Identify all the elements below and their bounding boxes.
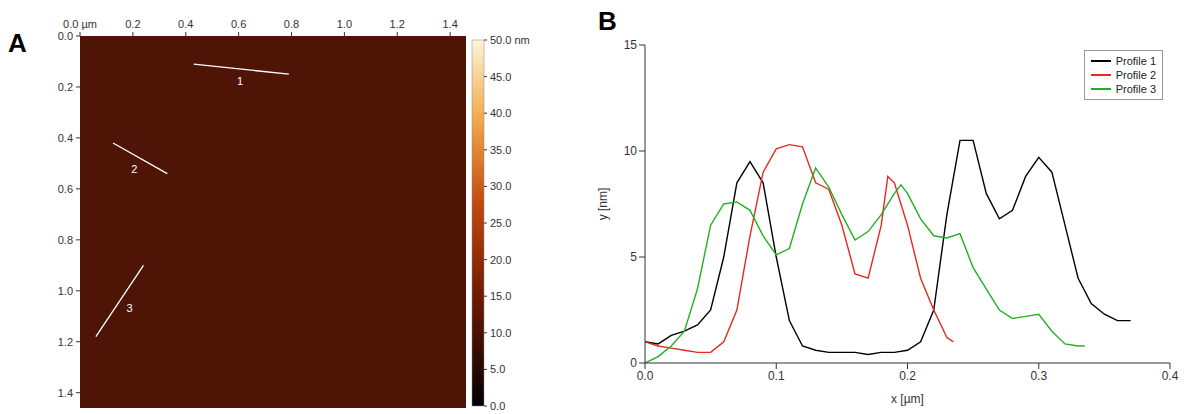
- svg-text:2: 2: [131, 163, 137, 175]
- svg-text:0.4: 0.4: [1162, 369, 1179, 383]
- svg-text:0.8: 0.8: [284, 18, 299, 30]
- svg-text:A: A: [8, 28, 27, 58]
- html-text:Profile 3: Profile 3: [1115, 83, 1156, 95]
- svg-text:3: 3: [127, 302, 133, 314]
- svg-text:1.0: 1.0: [337, 18, 352, 30]
- svg-text:0.0 µm: 0.0 µm: [63, 18, 97, 30]
- svg-text:0.2: 0.2: [899, 369, 916, 383]
- svg-text:35.0: 35.0: [490, 144, 511, 156]
- svg-text:0.0: 0.0: [637, 369, 654, 383]
- svg-text:y [nm]: y [nm]: [596, 188, 610, 221]
- svg-text:30.0: 30.0: [490, 180, 511, 192]
- svg-text:10.0: 10.0: [490, 327, 511, 339]
- html-text:Profile 1: Profile 1: [1115, 55, 1156, 67]
- svg-text:0.3: 0.3: [1030, 369, 1047, 383]
- html-text:B: B: [598, 6, 617, 36]
- svg-text:0: 0: [630, 356, 637, 370]
- svg-text:5: 5: [630, 250, 637, 264]
- svg-text:0.0: 0.0: [58, 30, 73, 42]
- svg-text:1.4: 1.4: [58, 387, 73, 399]
- svg-text:15: 15: [624, 38, 638, 52]
- svg-text:0.8: 0.8: [58, 234, 73, 246]
- html-text:Profile 2: Profile 2: [1115, 69, 1156, 81]
- svg-text:0.2: 0.2: [125, 18, 140, 30]
- svg-text:50.0 nm: 50.0 nm: [490, 34, 530, 46]
- svg-text:10: 10: [624, 144, 638, 158]
- svg-text:0.2: 0.2: [58, 81, 73, 93]
- svg-text:5.0: 5.0: [490, 363, 505, 375]
- svg-text:0.4: 0.4: [178, 18, 193, 30]
- svg-text:15.0: 15.0: [490, 290, 511, 302]
- svg-text:40.0: 40.0: [490, 107, 511, 119]
- svg-text:1.0: 1.0: [58, 285, 73, 297]
- svg-text:1.2: 1.2: [58, 336, 73, 348]
- svg-text:20.0: 20.0: [490, 254, 511, 266]
- svg-text:25.0: 25.0: [490, 217, 511, 229]
- svg-text:45.0: 45.0: [490, 71, 511, 83]
- svg-text:0.6: 0.6: [231, 18, 246, 30]
- svg-text:1.4: 1.4: [442, 18, 457, 30]
- svg-text:0.4: 0.4: [58, 132, 73, 144]
- svg-text:0.0: 0.0: [490, 400, 505, 412]
- svg-text:x [µm]: x [µm]: [891, 392, 924, 406]
- svg-text:0.1: 0.1: [768, 369, 785, 383]
- svg-text:1.2: 1.2: [390, 18, 405, 30]
- svg-text:0.6: 0.6: [58, 183, 73, 195]
- svg-text:1: 1: [237, 75, 243, 87]
